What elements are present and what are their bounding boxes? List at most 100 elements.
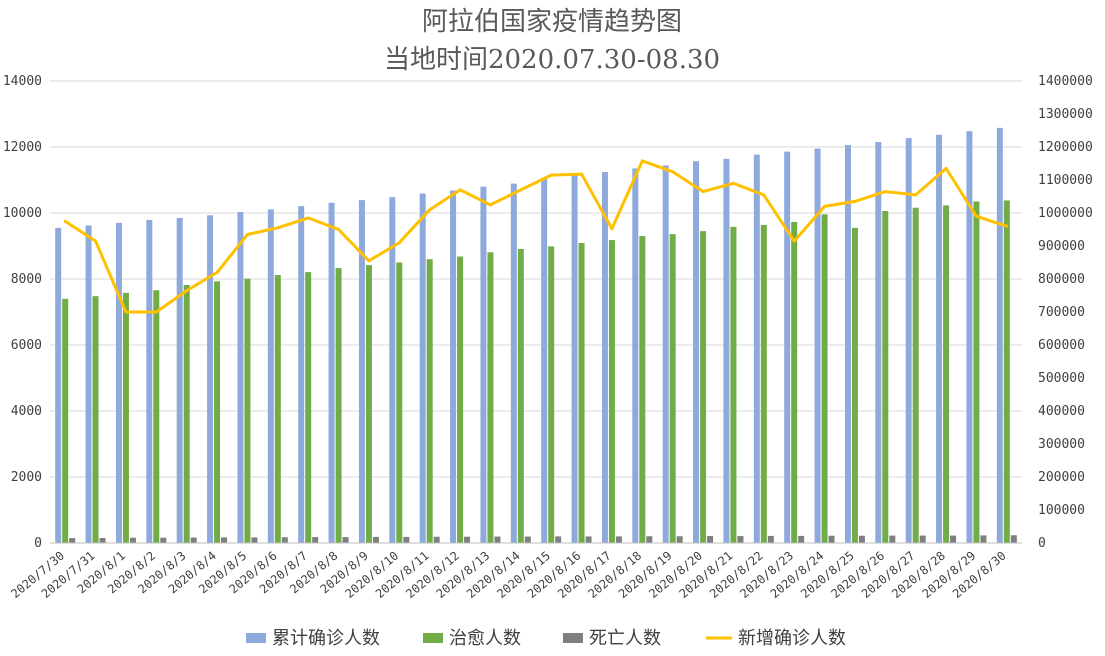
bar	[69, 538, 76, 543]
right-tick-label: 500000	[1038, 371, 1085, 386]
line-point	[397, 241, 401, 245]
bar	[524, 536, 531, 543]
bar	[707, 536, 714, 543]
line-point	[519, 188, 523, 192]
legend-label: 死亡人数	[589, 628, 661, 649]
bar	[129, 537, 136, 543]
bar	[389, 197, 396, 543]
bar	[548, 246, 555, 543]
bar	[814, 148, 821, 543]
right-tick-label: 900000	[1038, 239, 1085, 254]
right-tick-label: 1100000	[1038, 173, 1093, 188]
bar	[176, 217, 183, 543]
bar	[122, 292, 129, 543]
bar	[328, 202, 335, 543]
line-point	[63, 219, 67, 223]
line-point	[458, 188, 462, 192]
bar	[1003, 200, 1010, 543]
line-point	[245, 232, 249, 236]
bar	[615, 536, 622, 543]
line-path	[64, 159, 1008, 314]
bar	[821, 214, 828, 543]
bar	[281, 537, 288, 543]
left-tick-label: 4000	[11, 404, 42, 419]
line-point	[853, 199, 857, 203]
right-tick-label: 600000	[1038, 338, 1085, 353]
bar	[578, 243, 585, 543]
bar	[244, 278, 251, 543]
bar	[312, 537, 319, 543]
bar	[464, 536, 471, 543]
bar	[608, 240, 615, 543]
chart-title: 阿拉伯国家疫情趋势图	[422, 7, 682, 37]
bar	[784, 151, 791, 543]
line-point	[580, 172, 584, 176]
bar	[912, 207, 919, 543]
bar	[919, 535, 926, 543]
line-point	[367, 259, 371, 263]
left-axis: 0 2000 4000 6000 8000 10000 12000 14000	[3, 74, 42, 551]
line-point	[488, 203, 492, 207]
line-point	[610, 227, 614, 231]
bar	[183, 284, 190, 543]
line-point	[671, 170, 675, 174]
line-point	[215, 270, 219, 274]
legend-swatch	[563, 633, 583, 643]
bar	[85, 225, 92, 544]
bar	[450, 190, 457, 543]
bar	[517, 248, 524, 543]
bar	[62, 298, 69, 543]
bar	[146, 219, 153, 543]
bar	[669, 234, 676, 543]
bar	[905, 138, 912, 543]
bar	[585, 536, 592, 543]
bars	[55, 127, 1017, 544]
bar	[305, 272, 312, 543]
bar	[153, 290, 160, 543]
bar	[889, 535, 896, 543]
bar	[693, 161, 700, 543]
line-point	[306, 216, 310, 220]
right-tick-label: 0	[1038, 536, 1046, 551]
line-point	[549, 173, 553, 177]
bar	[55, 227, 62, 543]
bar	[753, 154, 760, 543]
left-tick-label: 6000	[11, 338, 42, 353]
bar	[160, 537, 167, 543]
legend: 累计确诊人数 治愈人数 死亡人数 新增确诊人数	[246, 628, 846, 649]
bar	[966, 131, 973, 543]
line-point	[185, 289, 189, 293]
legend-swatch	[246, 633, 266, 643]
bar	[426, 259, 433, 543]
legend-label: 治愈人数	[449, 628, 521, 649]
bar	[335, 268, 342, 543]
bar	[298, 206, 305, 543]
bar	[936, 134, 943, 544]
bar	[760, 224, 767, 543]
line-point	[276, 226, 280, 230]
bar	[99, 538, 106, 543]
line-point	[124, 310, 128, 314]
bar	[844, 145, 851, 543]
bar	[723, 158, 730, 543]
bar	[365, 265, 372, 543]
line-point	[944, 166, 948, 170]
left-tick-label: 12000	[3, 140, 42, 155]
bar	[980, 535, 987, 543]
bar	[943, 205, 950, 543]
bar	[601, 172, 608, 543]
bar	[510, 183, 517, 543]
legend-swatch	[423, 633, 443, 643]
bar	[639, 236, 646, 543]
bar	[646, 536, 653, 543]
bar	[1010, 535, 1017, 543]
line-point	[974, 214, 978, 218]
x-axis: 2020/7/302020/7/312020/8/12020/8/22020/8…	[8, 542, 1022, 601]
bar	[882, 211, 889, 543]
bar	[662, 165, 669, 544]
line-point	[731, 181, 735, 185]
line-point	[762, 193, 766, 197]
bar	[237, 212, 244, 543]
right-tick-label: 300000	[1038, 437, 1085, 452]
bar	[767, 535, 774, 543]
